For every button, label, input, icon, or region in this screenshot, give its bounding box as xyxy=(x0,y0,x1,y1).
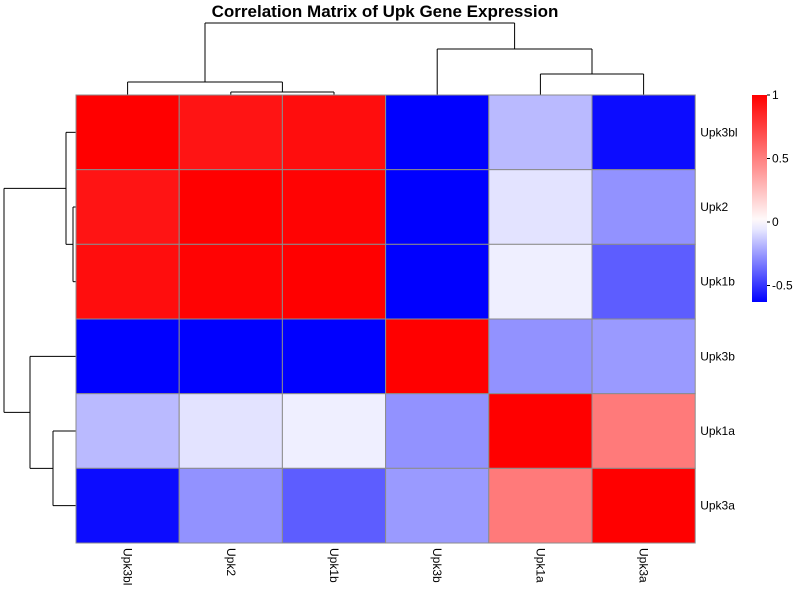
row-label: Upk2 xyxy=(700,200,728,214)
heatmap-cell-upk1a-upk2 xyxy=(178,393,283,469)
heatmap-cell-upk3a-upk1a xyxy=(488,467,593,544)
heatmap-cell-upk1a-upk1b xyxy=(281,393,387,469)
heatmap-cell-upk3a-upk3a xyxy=(591,467,696,544)
column-label: Upk3bl xyxy=(121,548,135,585)
column-label: Upk3a xyxy=(637,548,651,583)
heatmap-cell-upk3bl-upk1b xyxy=(281,94,387,171)
column-label: Upk2 xyxy=(224,548,238,576)
legend-tick-label: 0.5 xyxy=(772,151,789,165)
heatmap-cell-upk3a-upk3b xyxy=(385,467,490,544)
column-label: Upk1a xyxy=(533,548,547,583)
row-label: Upk1a xyxy=(700,424,735,438)
heatmap-cell-upk2-upk3bl xyxy=(75,169,180,245)
row-label: Upk3a xyxy=(700,499,735,513)
row-dendrogram xyxy=(3,131,76,507)
heatmap-cell-upk1b-upk1a xyxy=(488,243,593,320)
heatmap-cell-upk3bl-upk1a xyxy=(488,94,593,171)
legend-tick-label: 0 xyxy=(772,215,779,229)
heatmap-cell-upk1b-upk3a xyxy=(591,243,696,320)
heatmap-cell-upk2-upk1b xyxy=(281,169,387,245)
column-labels: Upk3bl Upk2 Upk1b Upk3b Upk1a Upk3a xyxy=(121,548,651,585)
heatmap-cell-upk2-upk3a xyxy=(591,169,696,245)
heatmap-cell-upk3bl-upk3bl xyxy=(75,94,180,171)
column-label: Upk1b xyxy=(327,548,341,583)
heatmap-cell-upk1b-upk2 xyxy=(178,243,283,320)
legend-tick-label: -0.5 xyxy=(772,278,793,292)
heatmap-cell-upk1a-upk1a xyxy=(488,393,593,469)
heatmap-cell-upk2-upk2 xyxy=(178,169,283,245)
color-legend-bar xyxy=(752,95,767,302)
heatmap-cell-upk3b-upk2 xyxy=(178,318,283,395)
heatmap-cell-upk2-upk1a xyxy=(488,169,593,245)
chart-title: Correlation Matrix of Upk Gene Expressio… xyxy=(212,2,559,21)
heatmap-cell-upk3bl-upk3b xyxy=(385,94,490,171)
legend-tick-label: 1 xyxy=(772,88,779,102)
heatmap-cell-upk3b-upk3a xyxy=(591,318,696,395)
heatmap-cell-upk1b-upk1b xyxy=(281,243,387,320)
heatmap-cell-upk3b-upk1b xyxy=(281,318,387,395)
heatmap-cell-upk3bl-upk3a xyxy=(591,94,696,171)
heatmap-cell-upk1a-upk3b xyxy=(385,393,490,469)
heatmap-cells xyxy=(75,94,696,544)
heatmap-cell-upk3a-upk3bl xyxy=(75,467,180,544)
heatmap-cell-upk1b-upk3bl xyxy=(75,243,180,320)
column-label: Upk3b xyxy=(430,548,444,583)
heatmap-cell-upk1b-upk3b xyxy=(385,243,490,320)
row-label: Upk3b xyxy=(700,349,735,363)
heatmap-cell-upk2-upk3b xyxy=(385,169,490,245)
heatmap-cell-upk3a-upk2 xyxy=(178,467,283,544)
row-labels: Upk3bl Upk2 Upk1b Upk3b Upk1a Upk3a xyxy=(700,125,737,512)
row-label: Upk3bl xyxy=(700,125,737,139)
heatmap-cell-upk3b-upk3b xyxy=(385,318,490,395)
heatmap-cell-upk3bl-upk2 xyxy=(178,94,283,171)
color-legend: 1 0.5 0 -0.5 xyxy=(752,88,793,302)
heatmap-cell-upk3a-upk1b xyxy=(281,467,387,544)
heatmap-cell-upk1a-upk3a xyxy=(591,393,696,469)
heatmap-cell-upk3b-upk3bl xyxy=(75,318,180,395)
heatmap-cell-upk1a-upk3bl xyxy=(75,393,180,469)
heatmap-cell-upk3b-upk1a xyxy=(488,318,593,395)
row-label: Upk1b xyxy=(700,275,735,289)
column-dendrogram xyxy=(127,22,645,95)
